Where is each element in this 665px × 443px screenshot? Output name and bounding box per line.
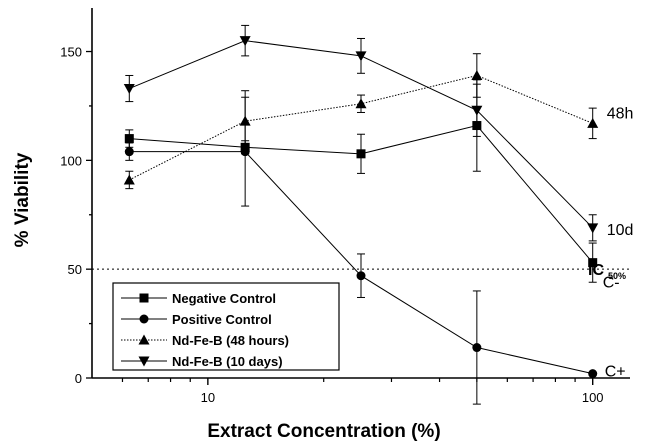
data-point [588, 369, 598, 379]
data-point [239, 115, 251, 126]
data-point [587, 223, 599, 234]
y-tick-label: 100 [60, 153, 82, 168]
data-point [472, 343, 482, 353]
legend-label: Positive Control [172, 312, 272, 327]
ic50-label-subscript: 50% [608, 271, 626, 281]
x-tick-label: 10 [201, 390, 215, 405]
data-point [587, 117, 599, 128]
legend-label: Nd-Fe-B (48 hours) [172, 333, 289, 348]
legend-label: Negative Control [172, 291, 276, 306]
y-tick-label: 0 [75, 371, 82, 386]
data-point [356, 271, 366, 281]
legend: Negative Control Positive Control Nd-Fe-B … [112, 282, 340, 371]
legend-marker [138, 356, 150, 367]
data-point [239, 36, 251, 47]
data-point [124, 134, 134, 144]
data-point [355, 51, 367, 62]
series-end-label: C- [603, 275, 620, 292]
series-nd-fe-b-10-days: 10d [123, 24, 634, 242]
data-point [356, 149, 366, 159]
series-end-label: C+ [605, 364, 626, 381]
data-point [355, 98, 367, 109]
legend-marker [139, 314, 149, 324]
x-axis-title: Extract Concentration (%) [207, 421, 440, 442]
series-end-label: 10d [607, 222, 634, 239]
series-negative-control: C- [124, 79, 620, 292]
legend-marker [138, 334, 150, 345]
data-point [123, 174, 135, 185]
y-tick-label: 150 [60, 45, 82, 60]
data-point [471, 69, 483, 80]
y-tick-label: 50 [68, 262, 82, 277]
series-nd-fe-b-48-hours: 48h [123, 53, 634, 190]
legend-label: Nd-Fe-B (10 days) [172, 354, 283, 369]
data-point [471, 105, 483, 116]
y-axis-title: % Viability [12, 152, 33, 247]
legend-marker [139, 293, 149, 303]
data-point [124, 147, 134, 157]
x-tick-label: 100 [582, 390, 604, 405]
series-end-label: 48h [607, 105, 634, 122]
data-point [588, 258, 598, 268]
data-point [123, 84, 135, 95]
